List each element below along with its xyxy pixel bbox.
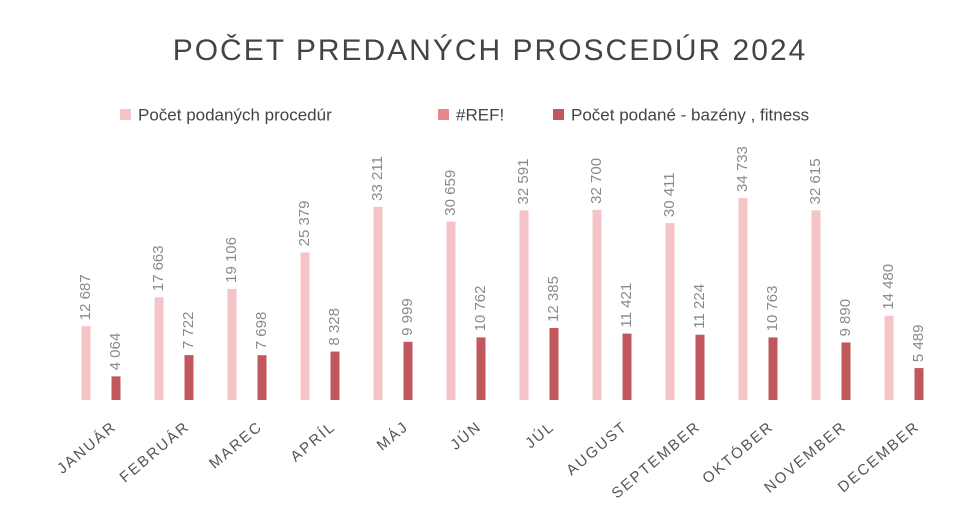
- bar: [841, 342, 851, 400]
- data-label: 17 663: [150, 245, 167, 291]
- bar: [519, 210, 529, 400]
- bar: [665, 223, 675, 400]
- data-label: 5 489: [910, 325, 927, 363]
- bar: [81, 326, 91, 400]
- data-label: 9 890: [837, 299, 854, 337]
- bar: [914, 368, 924, 400]
- data-label: 33 211: [369, 156, 386, 201]
- legend-swatch: [438, 109, 449, 120]
- bar: [592, 209, 602, 400]
- data-label: 34 733: [734, 146, 751, 192]
- data-label: 30 659: [442, 170, 459, 216]
- data-label: 7 698: [253, 312, 270, 350]
- bar: [695, 334, 705, 400]
- data-label: 9 999: [399, 298, 416, 336]
- bar: [330, 351, 340, 400]
- data-label: 4 064: [107, 333, 124, 371]
- bar: [373, 206, 383, 400]
- data-label: 11 224: [691, 284, 708, 329]
- bar: [184, 355, 194, 400]
- bar: [300, 252, 310, 400]
- data-label: 12 687: [77, 274, 94, 320]
- legend-label: Počet podaných procedúr: [138, 105, 332, 124]
- data-label: 12 385: [545, 276, 562, 322]
- bar: [154, 297, 164, 400]
- data-label: 8 328: [326, 308, 343, 346]
- data-label: 32 615: [807, 158, 824, 204]
- legend-label: #REF!: [456, 105, 504, 124]
- data-label: 7 722: [180, 312, 197, 350]
- chart-title: POČET PREDANÝCH PROSCEDÚR 2024: [173, 33, 808, 67]
- data-label: 14 480: [880, 264, 897, 310]
- x-tick-label: JÚN: [447, 418, 485, 454]
- data-label: 32 700: [588, 158, 605, 204]
- bar: [111, 376, 121, 400]
- x-tick-label: JÚL: [522, 418, 558, 452]
- bar: [476, 337, 486, 400]
- x-tick-label: APRÍL: [287, 418, 339, 465]
- bar: [738, 198, 748, 400]
- bar: [811, 210, 821, 400]
- data-label: 19 106: [223, 237, 240, 283]
- bar: [549, 327, 559, 400]
- x-tick-label: JANUÁR: [54, 418, 120, 477]
- data-label: 11 421: [618, 283, 635, 328]
- legend-label: Počet podané - bazény , fitness: [571, 105, 809, 124]
- bar: [227, 288, 237, 400]
- x-tick-label: MAREC: [206, 418, 266, 472]
- data-label: 32 591: [515, 159, 532, 205]
- x-tick-label: FEBRUÁR: [117, 418, 194, 486]
- data-label: 10 762: [472, 286, 489, 332]
- x-tick-label: OKTÓBER: [699, 418, 777, 487]
- bar: [403, 341, 413, 400]
- data-label: 25 379: [296, 201, 313, 247]
- bar: [884, 315, 894, 400]
- legend-swatch: [553, 109, 564, 120]
- data-label: 30 411: [661, 172, 678, 217]
- bar: [446, 221, 456, 400]
- legend-swatch: [120, 109, 131, 120]
- bar: [257, 355, 267, 400]
- x-tick-label: AUGUST: [563, 418, 631, 479]
- x-tick-label: MÁJ: [374, 418, 413, 454]
- bar: [768, 337, 778, 400]
- data-label: 10 763: [764, 286, 781, 332]
- bar: [622, 333, 632, 400]
